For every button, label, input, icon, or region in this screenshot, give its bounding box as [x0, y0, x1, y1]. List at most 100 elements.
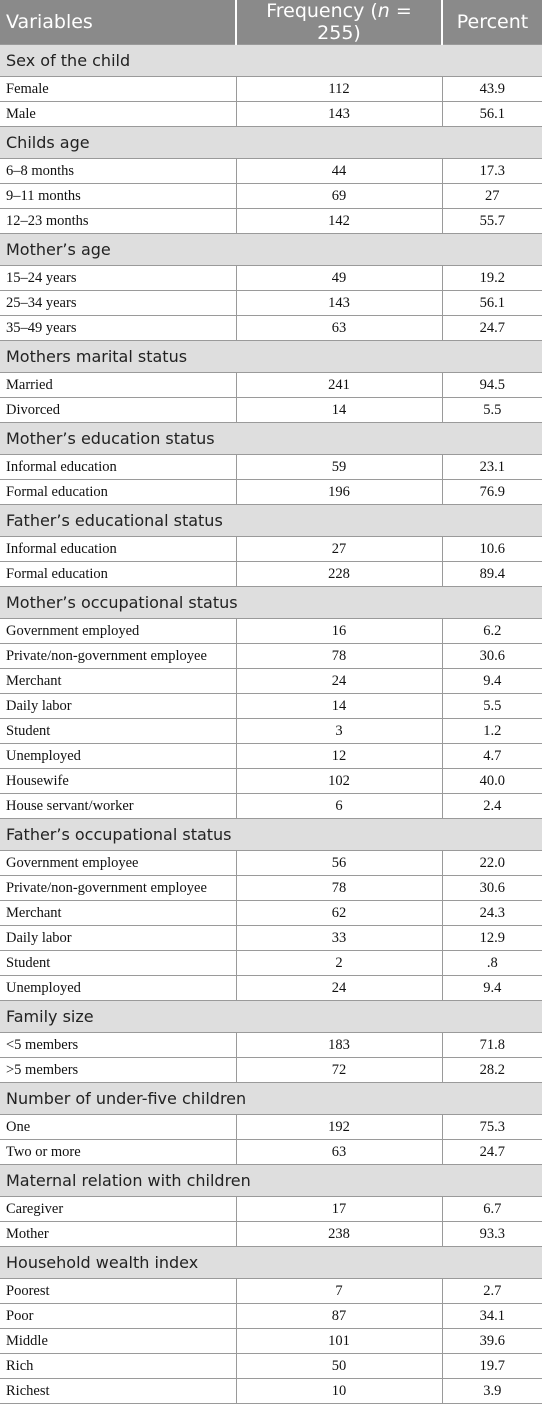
- row-frequency: 24: [235, 668, 443, 694]
- row-percent: 6.7: [441, 1196, 542, 1222]
- section-title: Father’s occupational status: [0, 818, 542, 851]
- row-percent: 5.5: [441, 693, 542, 719]
- row-label: 15–24 years: [0, 265, 237, 291]
- section-header-row: Family size: [0, 1000, 542, 1033]
- table-row: Informal education 59 23.1: [0, 454, 542, 480]
- row-percent: 76.9: [441, 479, 542, 505]
- row-percent: 19.2: [441, 265, 542, 291]
- section-header-row: Father’s occupational status: [0, 818, 542, 851]
- table-row: Rich 50 19.7: [0, 1353, 542, 1379]
- row-label: Married: [0, 372, 237, 398]
- row-label: Student: [0, 950, 237, 976]
- row-percent: 56.1: [441, 101, 542, 127]
- row-percent: 24.7: [441, 1139, 542, 1165]
- table-row: Caregiver 17 6.7: [0, 1196, 542, 1222]
- table-row: Government employed 16 6.2: [0, 618, 542, 644]
- row-frequency: 50: [235, 1353, 443, 1379]
- row-label: <5 members: [0, 1032, 237, 1058]
- row-label: Divorced: [0, 397, 237, 423]
- table-row: Formal education 228 89.4: [0, 561, 542, 587]
- row-label: 35–49 years: [0, 315, 237, 341]
- row-percent: 3.9: [441, 1378, 542, 1404]
- row-label: Private/non-government employee: [0, 875, 237, 901]
- table-row: Married 241 94.5: [0, 372, 542, 398]
- row-label: >5 members: [0, 1057, 237, 1083]
- row-percent: 23.1: [441, 454, 542, 480]
- row-label: Middle: [0, 1328, 237, 1354]
- row-percent: 30.6: [441, 643, 542, 669]
- row-label: 6–8 months: [0, 158, 237, 184]
- row-percent: 12.9: [441, 925, 542, 951]
- row-percent: 75.3: [441, 1114, 542, 1140]
- row-frequency: 10: [235, 1378, 443, 1404]
- row-frequency: 228: [235, 561, 443, 587]
- header-row: Variables Frequency (n = 255) Percent: [0, 0, 542, 45]
- table-row: Unemployed 12 4.7: [0, 743, 542, 769]
- table-row: 12–23 months 142 55.7: [0, 208, 542, 234]
- table-row: Merchant 24 9.4: [0, 668, 542, 694]
- section-header-row: Mother’s education status: [0, 422, 542, 455]
- table-row: Government employee 56 22.0: [0, 850, 542, 876]
- table-row: House servant/worker 6 2.4: [0, 793, 542, 819]
- section-title: Family size: [0, 1000, 542, 1033]
- section-title: Mother’s age: [0, 233, 542, 266]
- section-header-row: Mother’s age: [0, 233, 542, 266]
- row-percent: 93.3: [441, 1221, 542, 1247]
- row-percent: 40.0: [441, 768, 542, 794]
- row-frequency: 238: [235, 1221, 443, 1247]
- row-percent: 4.7: [441, 743, 542, 769]
- table-row: Private/non-government employee 78 30.6: [0, 875, 542, 901]
- row-frequency: 56: [235, 850, 443, 876]
- row-frequency: 112: [235, 76, 443, 102]
- header-percent: Percent: [442, 0, 542, 45]
- section-header-row: Maternal relation with children: [0, 1164, 542, 1197]
- row-percent: 10.6: [441, 536, 542, 562]
- row-frequency: 2: [235, 950, 443, 976]
- row-percent: 34.1: [441, 1303, 542, 1329]
- section-title: Maternal relation with children: [0, 1164, 542, 1197]
- section-header-row: Household wealth index: [0, 1246, 542, 1279]
- table-row: Divorced 14 5.5: [0, 397, 542, 423]
- row-label: Merchant: [0, 900, 237, 926]
- row-label: Two or more: [0, 1139, 237, 1165]
- row-frequency: 192: [235, 1114, 443, 1140]
- table-row: Poor 87 34.1: [0, 1303, 542, 1329]
- row-frequency: 87: [235, 1303, 443, 1329]
- row-frequency: 12: [235, 743, 443, 769]
- row-percent: .8: [441, 950, 542, 976]
- section-title: Mother’s occupational status: [0, 586, 542, 619]
- row-label: Unemployed: [0, 743, 237, 769]
- table-row: Daily labor 14 5.5: [0, 693, 542, 719]
- row-label: Formal education: [0, 561, 237, 587]
- table-row: 9–11 months 69 27: [0, 183, 542, 209]
- row-frequency: 14: [235, 397, 443, 423]
- row-frequency: 6: [235, 793, 443, 819]
- section-header-row: Mother’s occupational status: [0, 586, 542, 619]
- row-label: Male: [0, 101, 237, 127]
- table-row: Unemployed 24 9.4: [0, 975, 542, 1001]
- row-frequency: 183: [235, 1032, 443, 1058]
- row-label: Poor: [0, 1303, 237, 1329]
- header-variables: Variables: [0, 0, 237, 45]
- row-percent: 2.7: [441, 1278, 542, 1304]
- table-row: 15–24 years 49 19.2: [0, 265, 542, 291]
- row-frequency: 143: [235, 290, 443, 316]
- row-frequency: 143: [235, 101, 443, 127]
- row-frequency: 62: [235, 900, 443, 926]
- table-row: Housewife 102 40.0: [0, 768, 542, 794]
- row-label: Merchant: [0, 668, 237, 694]
- section-header-row: Sex of the child: [0, 44, 542, 77]
- row-label: Unemployed: [0, 975, 237, 1001]
- row-frequency: 49: [235, 265, 443, 291]
- row-label: 25–34 years: [0, 290, 237, 316]
- row-label: Informal education: [0, 536, 237, 562]
- section-title: Number of under-five children: [0, 1082, 542, 1115]
- table-row: Richest 10 3.9: [0, 1378, 542, 1404]
- row-percent: 71.8: [441, 1032, 542, 1058]
- row-label: Richest: [0, 1378, 237, 1404]
- row-frequency: 102: [235, 768, 443, 794]
- section-title: Household wealth index: [0, 1246, 542, 1279]
- table-row: Informal education 27 10.6: [0, 536, 542, 562]
- row-label: Poorest: [0, 1278, 237, 1304]
- row-frequency: 3: [235, 718, 443, 744]
